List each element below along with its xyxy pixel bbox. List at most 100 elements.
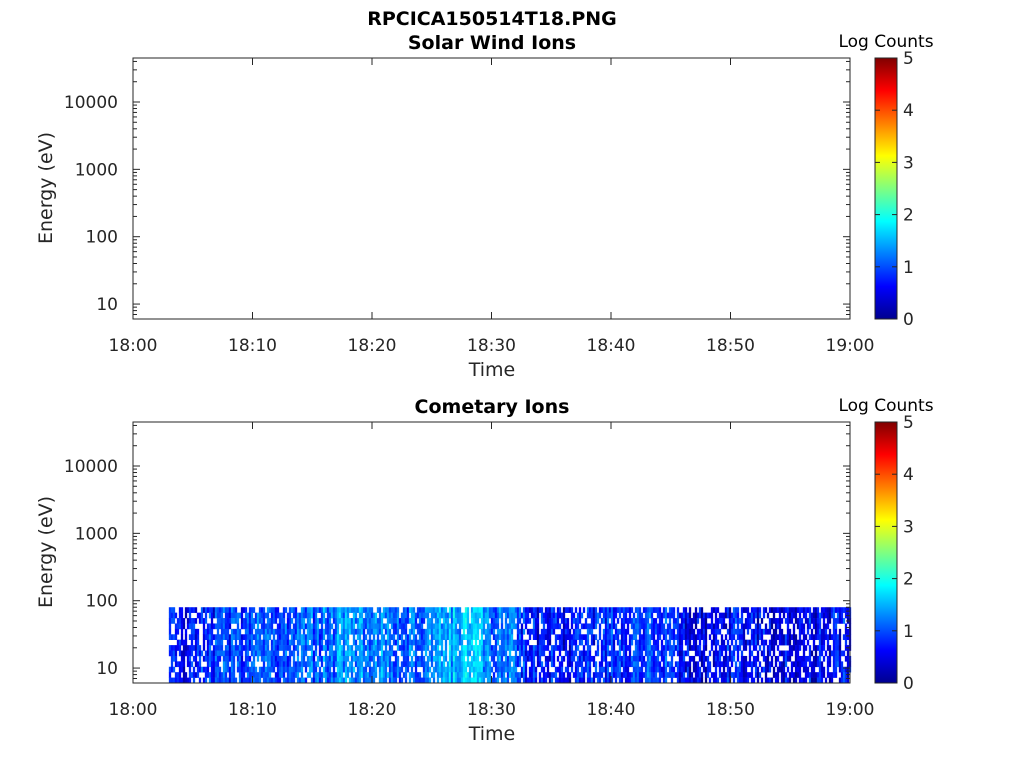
heatmap-cell (306, 612, 310, 619)
heatmap-cell (682, 618, 686, 624)
heatmap-cell (632, 650, 636, 657)
heatmap-cell (846, 677, 850, 684)
heatmap-cell (716, 677, 720, 684)
heatmap-cell (810, 628, 814, 635)
heatmap-cell (368, 623, 372, 630)
heatmap-cell (802, 645, 806, 651)
heatmap-cell (770, 677, 774, 684)
heatmap-cell (570, 655, 574, 662)
heatmap-cell (320, 607, 324, 613)
heatmap-cell (536, 634, 540, 641)
heatmap-cell (494, 661, 498, 668)
heatmap-cell (468, 634, 472, 641)
heatmap-cell (508, 628, 512, 635)
heatmap-cell (404, 639, 408, 646)
heatmap-cell (216, 623, 220, 630)
heatmap-cell (368, 628, 372, 635)
heatmap-cell (800, 618, 804, 624)
heatmap-cell (262, 618, 266, 624)
heatmap-cell (418, 639, 422, 646)
heatmap-cell (538, 634, 542, 641)
heatmap-cell (172, 677, 176, 684)
heatmap-cell (830, 612, 834, 619)
heatmap-cell (834, 634, 838, 641)
heatmap-cell (332, 655, 336, 662)
heatmap-cell (246, 650, 250, 657)
heatmap-cell (556, 645, 560, 651)
heatmap-cell (202, 639, 206, 646)
heatmap-cell (776, 645, 780, 651)
heatmap-cell (408, 628, 412, 635)
heatmap-cell (172, 666, 176, 673)
heatmap-cell (220, 612, 224, 619)
heatmap-cell (326, 672, 330, 678)
heatmap-cell (278, 645, 282, 651)
heatmap-cell (518, 655, 522, 662)
heatmap-cell (484, 628, 488, 635)
heatmap-cell (362, 645, 366, 651)
heatmap-cell (412, 607, 416, 613)
heatmap-cell (458, 677, 462, 684)
heatmap-cell (240, 634, 244, 641)
heatmap-cell (764, 672, 768, 678)
heatmap-cell (366, 623, 370, 630)
heatmap-cell (460, 650, 464, 657)
heatmap-cell (774, 628, 778, 635)
heatmap-cell (174, 672, 178, 678)
heatmap-cell (740, 655, 744, 662)
heatmap-cell (354, 612, 358, 619)
heatmap-cell (668, 623, 672, 630)
heatmap-cell (674, 645, 678, 651)
heatmap-cell (596, 612, 600, 619)
heatmap-cell (210, 672, 214, 678)
heatmap-cell (722, 618, 726, 624)
heatmap-cell (702, 612, 706, 619)
heatmap-cell (250, 645, 254, 651)
heatmap-cell (564, 677, 568, 684)
heatmap-cell (710, 618, 714, 624)
heatmap-cell (540, 628, 544, 635)
heatmap-cell (678, 661, 682, 668)
heatmap-cell (354, 672, 358, 678)
heatmap-cell (412, 639, 416, 646)
heatmap-cell (500, 618, 504, 624)
heatmap-cell (544, 618, 548, 624)
heatmap-cell (566, 650, 570, 657)
heatmap-cell (440, 612, 444, 619)
heatmap-cell (818, 672, 822, 678)
heatmap-cell (452, 666, 456, 673)
heatmap-cell (570, 650, 574, 657)
heatmap-cell (680, 655, 684, 662)
heatmap-cell (200, 612, 204, 619)
heatmap-cell (364, 655, 368, 662)
heatmap-cell (548, 677, 552, 684)
heatmap-cell (370, 623, 374, 630)
heatmap-cell (644, 666, 648, 673)
heatmap-cell (244, 661, 248, 668)
heatmap-cell (560, 628, 564, 635)
heatmap-cell (542, 634, 546, 641)
heatmap-cell (524, 639, 528, 646)
heatmap-cell (648, 623, 652, 630)
heatmap-cell (838, 666, 842, 673)
heatmap-cell (710, 672, 714, 678)
heatmap-cell (508, 612, 512, 619)
heatmap-cell (656, 661, 660, 668)
heatmap-cell (648, 661, 652, 668)
heatmap-cell (612, 618, 616, 624)
heatmap-cell (248, 634, 252, 641)
heatmap-cell (494, 639, 498, 646)
heatmap-cell (310, 677, 314, 684)
heatmap-cell (592, 623, 596, 630)
heatmap-cell (476, 628, 480, 635)
heatmap-cell (804, 645, 808, 651)
heatmap-cell (540, 639, 544, 646)
heatmap-cell (472, 666, 476, 673)
heatmap-cell (434, 607, 438, 613)
heatmap-cell (836, 655, 840, 662)
heatmap-cell (502, 650, 506, 657)
heatmap-cell (186, 655, 190, 662)
heatmap-cell (292, 661, 296, 668)
heatmap-cell (420, 661, 424, 668)
heatmap-cell (494, 618, 498, 624)
